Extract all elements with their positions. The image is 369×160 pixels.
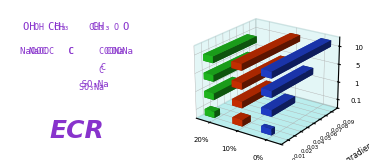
Text: OH  CH₃    CH₃  O: OH CH₃ CH₃ O	[34, 23, 119, 32]
Text: ECR: ECR	[49, 119, 104, 143]
Text: NaOOC   C     COONa: NaOOC C COONa	[29, 47, 124, 56]
Y-axis label: Response gradient: Response gradient	[312, 140, 369, 160]
Text: SO₃Na: SO₃Na	[44, 80, 108, 89]
Text: OH  CH₃    CH₃  O: OH CH₃ CH₃ O	[23, 22, 130, 32]
Text: C: C	[47, 63, 106, 72]
Text: C: C	[49, 66, 104, 75]
Text: NaOOC    C      COONa: NaOOC C COONa	[20, 47, 133, 56]
Text: SO₃Na: SO₃Na	[49, 84, 104, 92]
